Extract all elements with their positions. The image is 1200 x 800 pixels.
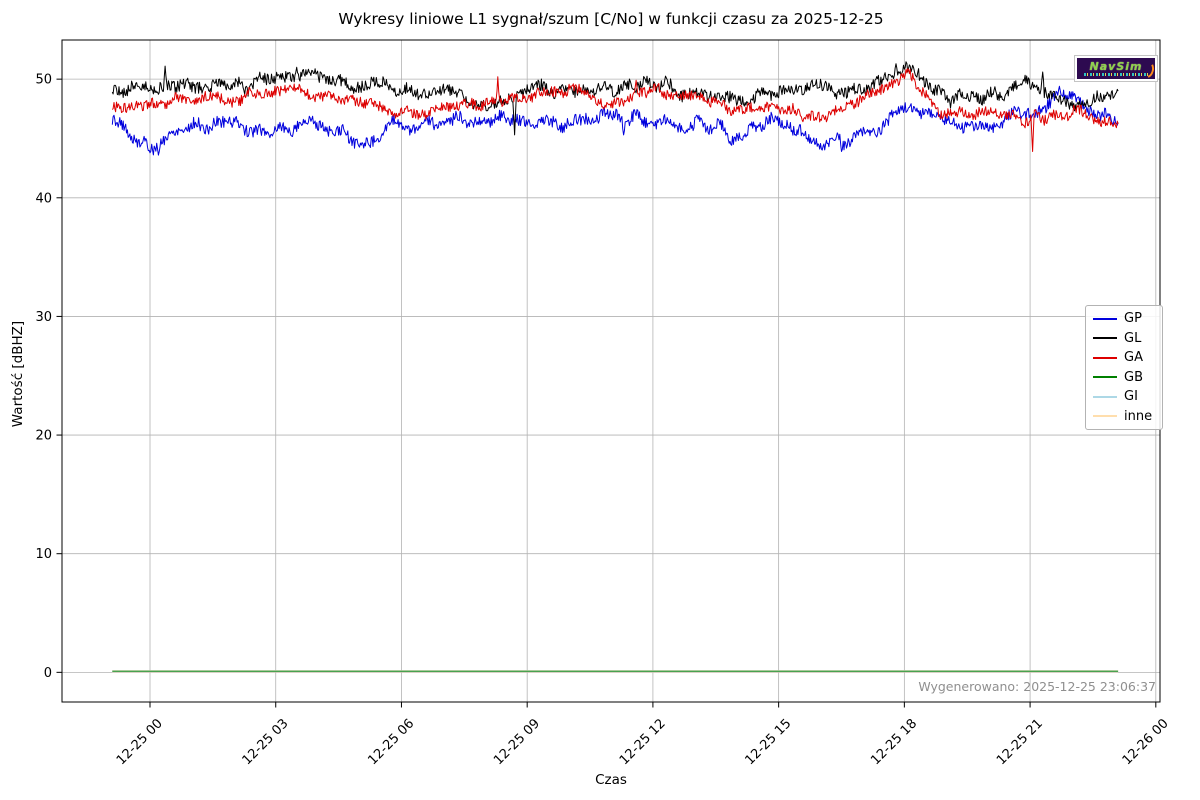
legend-label-GP: GP bbox=[1124, 311, 1142, 326]
legend-swatch-GL bbox=[1093, 337, 1117, 339]
x-tick-label: 12-25 12 bbox=[617, 716, 669, 768]
legend-item-GA: GA bbox=[1093, 350, 1154, 365]
legend-swatch-inne bbox=[1093, 415, 1117, 417]
x-tick-label: 12-25 00 bbox=[114, 716, 166, 768]
legend-item-GP: GP bbox=[1093, 311, 1154, 326]
x-tick-label: 12-25 09 bbox=[491, 716, 543, 768]
legend-label-GA: GA bbox=[1124, 350, 1143, 365]
legend-label-GB: GB bbox=[1124, 369, 1143, 385]
x-tick-label: 12-25 18 bbox=[868, 716, 920, 768]
y-tick-label: 40 bbox=[35, 191, 52, 206]
generated-timestamp: Wygenerowano: 2025-12-25 23:06:37 bbox=[918, 679, 1156, 694]
y-tick-label: 50 bbox=[35, 73, 52, 88]
watermark-logo-inner: NavSim bbox=[1077, 58, 1155, 79]
x-tick-label: 12-25 21 bbox=[994, 716, 1046, 768]
watermark-brand-text: NavSim bbox=[1089, 60, 1143, 73]
legend-label-inne: inne bbox=[1124, 408, 1153, 424]
y-tick-label: 20 bbox=[35, 429, 52, 444]
x-axis-label: Czas bbox=[595, 772, 627, 788]
axes-frame bbox=[61, 39, 1161, 703]
legend: GP GL GA GB GI inne bbox=[1085, 305, 1163, 430]
y-tick-label: 10 bbox=[35, 547, 52, 562]
legend-item-inne: inne bbox=[1093, 409, 1154, 424]
legend-item-GI: GI bbox=[1093, 389, 1154, 404]
legend-item-GL: GL bbox=[1093, 331, 1154, 346]
series-line-GL bbox=[111, 61, 1119, 136]
x-tick-label: 12-26 00 bbox=[1120, 716, 1172, 768]
series-line-GA bbox=[111, 68, 1119, 152]
watermark-subtext-strip bbox=[1084, 73, 1148, 76]
chart-title: Wykresy liniowe L1 sygnał/szum [C/No] w … bbox=[338, 10, 884, 28]
y-axis-label: Wartość [dBHZ] bbox=[10, 320, 26, 428]
x-tick-label: 12-25 03 bbox=[240, 716, 292, 768]
legend-label-GI: GI bbox=[1124, 389, 1138, 404]
legend-swatch-GB bbox=[1093, 376, 1117, 378]
legend-swatch-GA bbox=[1093, 356, 1117, 359]
y-tick-label: 0 bbox=[44, 666, 52, 681]
y-tick-label: 30 bbox=[35, 310, 52, 325]
watermark-logo: NavSim bbox=[1074, 55, 1158, 82]
series-line-GP bbox=[111, 85, 1119, 156]
x-tick-label: 12-25 06 bbox=[365, 716, 417, 768]
legend-item-GB: GB bbox=[1093, 370, 1154, 385]
x-tick-label: 12-25 15 bbox=[743, 716, 795, 768]
legend-label-GL: GL bbox=[1124, 330, 1142, 346]
legend-swatch-GP bbox=[1093, 317, 1117, 320]
legend-swatch-GI bbox=[1093, 395, 1117, 398]
